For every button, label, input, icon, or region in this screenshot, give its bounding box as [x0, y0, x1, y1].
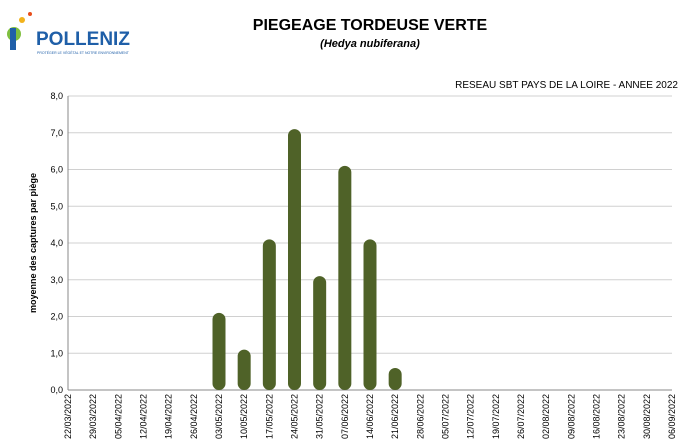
annotation: RESEAU SBT PAYS DE LA LOIRE - ANNEE 2022	[455, 80, 678, 91]
logo-icon	[19, 17, 25, 23]
x-tick-label: 26/07/2022	[516, 394, 526, 439]
x-tick-label: 26/04/2022	[189, 394, 199, 439]
bar	[237, 349, 251, 390]
x-tick-label: 22/03/2022	[63, 394, 73, 439]
x-tick-label: 31/05/2022	[315, 394, 325, 439]
x-tick-label: 14/06/2022	[365, 394, 375, 439]
y-tick-label: 6,0	[50, 165, 63, 175]
x-tick-label: 12/04/2022	[139, 394, 149, 439]
x-tick-label: 16/08/2022	[592, 394, 602, 439]
bar	[288, 129, 301, 390]
y-tick-label: 1,0	[50, 348, 63, 358]
logo-tagline: PROTÉGER LE VÉGÉTAL ET NOTRE ENVIRONNEME…	[37, 50, 130, 55]
y-tick-label: 3,0	[50, 275, 63, 285]
y-tick-label: 0,0	[50, 385, 63, 395]
x-tick-label: 10/05/2022	[239, 394, 249, 439]
bar	[262, 239, 276, 390]
x-tick-label: 23/08/2022	[617, 394, 627, 439]
y-tick-label: 4,0	[50, 238, 63, 248]
x-tick-label: 03/05/2022	[214, 394, 224, 439]
x-tick-label: 05/04/2022	[113, 394, 123, 439]
x-tick-label: 02/08/2022	[541, 394, 551, 439]
x-tick-label: 17/05/2022	[264, 394, 274, 439]
x-tick-label: 09/08/2022	[566, 394, 576, 439]
bar	[388, 367, 402, 390]
x-tick-label: 07/06/2022	[340, 394, 350, 439]
logo-name: POLLENIZ	[36, 29, 130, 50]
x-tick-label: 30/08/2022	[642, 394, 652, 439]
x-tick-label: 28/06/2022	[415, 394, 425, 439]
x-tick-label: 21/06/2022	[390, 394, 400, 439]
logo-icon	[10, 28, 16, 50]
x-tick-label: 12/07/2022	[466, 394, 476, 439]
logo: POLLENIZ PROTÉGER LE VÉGÉTAL ET NOTRE EN…	[7, 12, 130, 55]
y-axis-label: moyenne des captures par piège	[28, 173, 38, 313]
y-tick-label: 8,0	[50, 91, 63, 101]
x-tick-label: 19/04/2022	[164, 394, 174, 439]
x-tick-label: 05/07/2022	[441, 394, 451, 439]
y-tick-label: 2,0	[50, 312, 63, 322]
logo-icon	[28, 12, 32, 16]
bar	[338, 165, 352, 390]
x-tick-label: 29/03/2022	[88, 394, 98, 439]
x-tick-label: 19/07/2022	[491, 394, 501, 439]
bar	[313, 276, 327, 390]
y-tick-label: 5,0	[50, 201, 63, 211]
bar	[363, 239, 377, 390]
y-tick-label: 7,0	[50, 128, 63, 138]
chart-title: PIEGEAGE TORDEUSE VERTE	[253, 17, 488, 34]
x-tick-label: 06/09/2022	[667, 394, 677, 439]
x-tick-label: 24/05/2022	[290, 394, 300, 439]
bar	[212, 312, 226, 390]
chart-subtitle: (Hedya nubiferana)	[320, 38, 420, 50]
